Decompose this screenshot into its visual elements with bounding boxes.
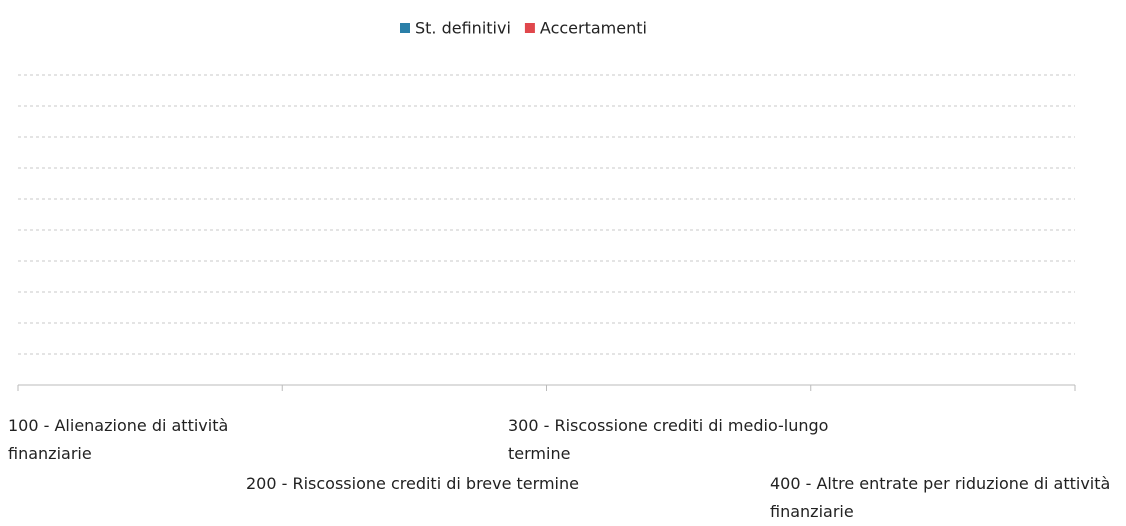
grid [18, 74, 1075, 355]
x-tick-label: 200 - Riscossione crediti di breve termi… [246, 474, 579, 493]
legend-swatch [524, 23, 535, 33]
legend-label: St. definitivi [415, 19, 511, 38]
x-tick-label: 300 - Riscossione crediti di medio-lungo… [508, 416, 829, 463]
x-tick-label: 400 - Altre entrate per riduzione di att… [770, 474, 1111, 521]
legend-label: Accertamenti [540, 19, 647, 38]
legend-swatch [400, 23, 410, 33]
x-tick-label: 100 - Alienazione di attività finanziari… [8, 416, 229, 463]
